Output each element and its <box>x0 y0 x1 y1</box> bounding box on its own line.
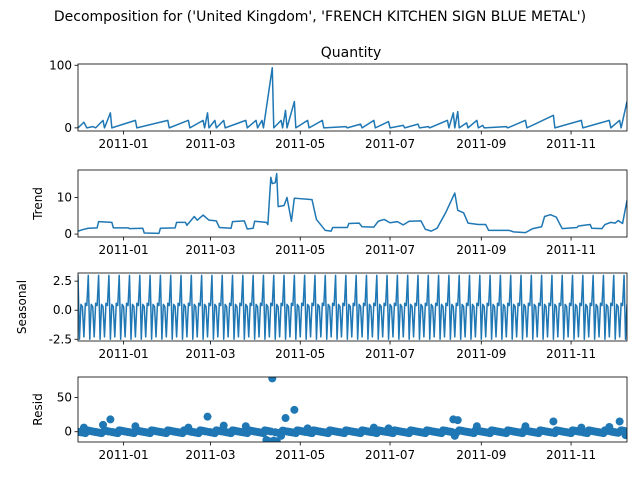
x-tick-label: 2011-01 <box>99 243 149 257</box>
figure-title: Decomposition for ('United Kingdom', 'FR… <box>54 9 586 25</box>
resid-point <box>290 405 299 414</box>
y-axis-label: Resid <box>31 393 45 425</box>
y-tick-label: -2.5 <box>49 332 72 346</box>
x-tick-label: 2011-01 <box>99 347 149 361</box>
resid-point <box>615 417 624 426</box>
x-tick-label: 2011-03 <box>185 448 235 462</box>
resid-point <box>268 377 277 383</box>
x-tick-label: 2011-07 <box>365 347 415 361</box>
resid-point <box>281 414 290 423</box>
series-line <box>78 172 627 235</box>
series-line <box>78 67 627 129</box>
resid-point <box>549 417 558 426</box>
y-tick-label: 0 <box>64 227 72 241</box>
x-tick-label: 2011-07 <box>365 243 415 257</box>
y-tick-label: 0 <box>64 425 72 439</box>
x-tick-label: 2011-03 <box>185 137 235 151</box>
y-tick-label: 0 <box>64 121 72 135</box>
x-tick-label: 2011-01 <box>99 448 149 462</box>
x-tick-label: 2011-11 <box>546 448 596 462</box>
resid-point <box>219 421 228 430</box>
x-tick-label: 2011-11 <box>546 243 596 257</box>
resid-point <box>106 415 115 424</box>
resid-point <box>453 416 462 425</box>
panel-resid: 0 50 2011-01 2011-03 2011-05 2011-07 2011-09 20… <box>31 376 628 462</box>
x-tick-label: 2011-05 <box>275 243 325 257</box>
axes-frame <box>77 272 628 342</box>
y-tick-label: 10 <box>57 190 72 204</box>
seasonal-line <box>78 274 627 341</box>
y-tick-label: 50 <box>57 391 72 405</box>
panel-seasonal: -2.5 0.0 2.5 2011-01 2011-03 2011-05 2011-07 20… <box>15 272 628 361</box>
axes-frame <box>77 376 628 443</box>
plot-area <box>78 67 627 129</box>
resid-point <box>203 412 212 421</box>
x-tick-label: 2011-09 <box>456 347 506 361</box>
axes-frame <box>77 169 628 238</box>
y-tick-label: 100 <box>49 58 72 72</box>
x-tick-label: 2011-11 <box>546 137 596 151</box>
y-axis-label: Trend <box>31 187 45 221</box>
plot-area <box>78 172 627 235</box>
x-tick-label: 2011-07 <box>365 137 415 151</box>
plot-area <box>78 274 627 341</box>
resid-point <box>623 427 627 436</box>
axes-frame <box>77 63 628 132</box>
x-tick-label: 2011-09 <box>456 243 506 257</box>
x-tick-label: 2011-11 <box>546 347 596 361</box>
x-tick-label: 2011-01 <box>99 137 149 151</box>
y-tick-label: 0.0 <box>53 303 72 317</box>
x-tick-label: 2011-07 <box>365 448 415 462</box>
x-tick-label: 2011-03 <box>185 347 235 361</box>
panel-1-title: Quantity <box>321 45 382 61</box>
y-axis-label: Seasonal <box>15 280 29 334</box>
x-tick-label: 2011-05 <box>275 347 325 361</box>
x-tick-label: 2011-05 <box>275 448 325 462</box>
x-tick-label: 2011-03 <box>185 243 235 257</box>
panel-observed: 0 100 2011-01 2011-03 2011-05 2011-07 2011-09 2… <box>49 58 628 151</box>
x-tick-label: 2011-09 <box>456 448 506 462</box>
panel-trend: 0 10 2011-01 2011-03 2011-05 2011-07 2011-09 20… <box>31 169 628 257</box>
x-tick-label: 2011-09 <box>456 137 506 151</box>
x-tick-label: 2011-05 <box>275 137 325 151</box>
y-tick-label: 2.5 <box>53 274 72 288</box>
plot-area <box>78 377 627 442</box>
